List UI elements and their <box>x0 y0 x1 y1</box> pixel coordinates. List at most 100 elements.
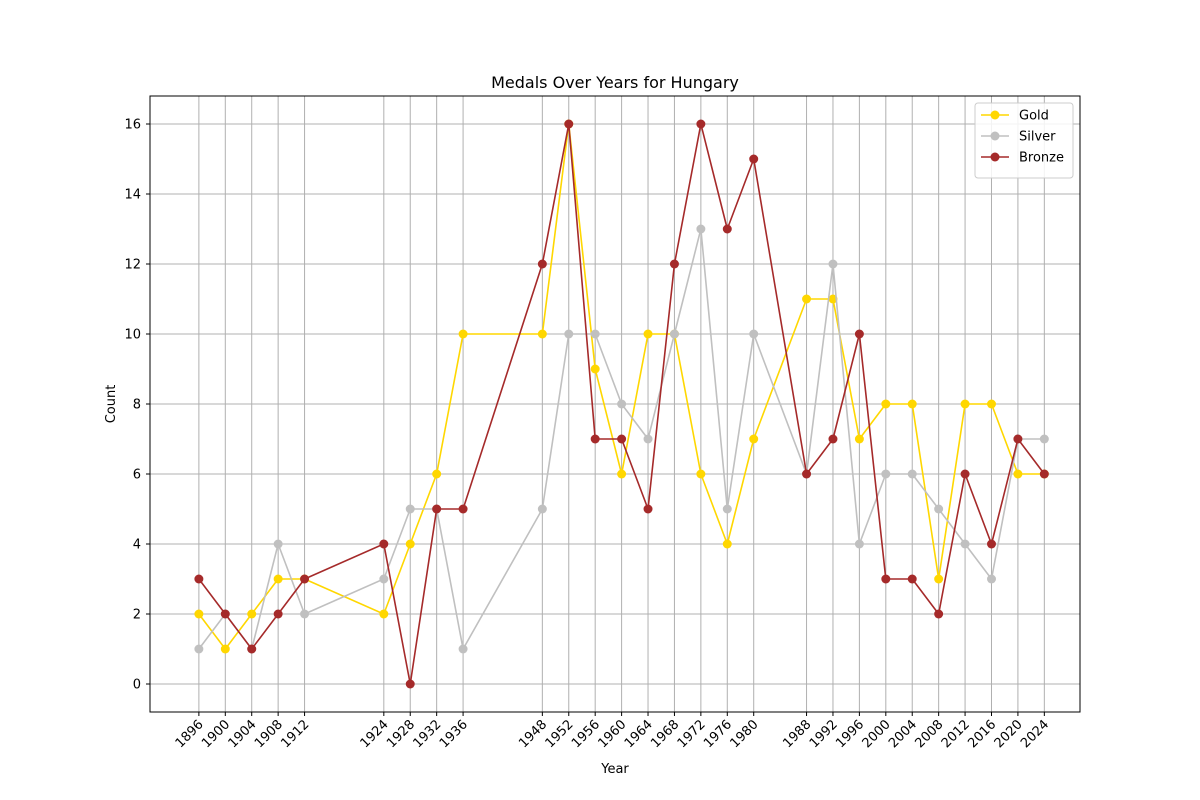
x-tick-label: 1956 <box>569 717 603 751</box>
gold-point <box>934 574 944 584</box>
bronze-series-line <box>198 123 1045 685</box>
x-tick-label: 1936 <box>437 717 471 751</box>
silver-point <box>854 539 864 549</box>
gold-point <box>273 574 283 584</box>
silver-point <box>564 329 574 339</box>
gold-point <box>247 609 257 619</box>
x-tick-label: 1948 <box>516 717 550 751</box>
silver-point <box>828 259 838 269</box>
x-tick-label: 1976 <box>701 717 735 751</box>
y-tick-label: 12 <box>124 258 141 273</box>
silver-point <box>194 644 204 654</box>
x-tick-label: 2004 <box>886 717 920 751</box>
gold-point <box>907 399 917 409</box>
bronze-point <box>537 259 547 269</box>
gold-point <box>722 539 732 549</box>
series-layer <box>194 119 1049 689</box>
gold-point <box>881 399 891 409</box>
bronze-point <box>722 224 732 234</box>
bronze-point <box>643 504 653 514</box>
y-tick-label: 14 <box>124 188 141 203</box>
bronze-point <box>617 434 627 444</box>
x-tick-label: 1912 <box>278 717 312 751</box>
bronze-point <box>458 504 468 514</box>
silver-point <box>458 644 468 654</box>
y-tick-label: 6 <box>133 468 141 483</box>
gold-point <box>405 539 415 549</box>
x-tick-label: 2012 <box>939 717 973 751</box>
gold-point <box>458 329 468 339</box>
silver-point <box>273 539 283 549</box>
grid <box>150 96 1080 712</box>
gold-point <box>749 434 759 444</box>
y-tick-label: 16 <box>124 118 141 133</box>
silver-point <box>1039 434 1049 444</box>
silver-point <box>643 434 653 444</box>
gold-legend-marker <box>990 110 1000 120</box>
bronze-legend-label: Bronze <box>1019 151 1064 166</box>
bronze-point <box>986 539 996 549</box>
x-tick-label: 1924 <box>358 717 392 751</box>
x-axis-label: Year <box>600 762 629 777</box>
bronze-point <box>960 469 970 479</box>
silver-point <box>379 574 389 584</box>
x-tick-label: 2024 <box>1018 717 1052 751</box>
x-tick-label: 1908 <box>252 717 286 751</box>
silver-point <box>669 329 679 339</box>
x-tick-label: 1904 <box>226 717 260 751</box>
x-tick-label: 1932 <box>410 717 444 751</box>
gold-legend-label: Gold <box>1019 109 1049 124</box>
gold-point <box>986 399 996 409</box>
bronze-point <box>590 434 600 444</box>
y-tick-label: 4 <box>133 538 141 553</box>
chart-title: Medals Over Years for Hungary <box>491 73 739 92</box>
gold-point <box>537 329 547 339</box>
bronze-point <box>828 434 838 444</box>
bronze-point <box>432 504 442 514</box>
bronze-point <box>907 574 917 584</box>
silver-point <box>405 504 415 514</box>
legend: Gold Silver Bronze <box>974 102 1074 179</box>
gold-point <box>696 469 706 479</box>
x-tick-label: 2016 <box>965 717 999 751</box>
y-tick-label: 2 <box>133 608 141 623</box>
x-tick-label: 2000 <box>860 717 894 751</box>
x-tick-label: 2008 <box>912 717 946 751</box>
bronze-point <box>220 609 230 619</box>
x-tick-label: 1952 <box>543 717 577 751</box>
x-tick-label: 1896 <box>173 717 207 751</box>
silver-point <box>881 469 891 479</box>
silver-point <box>590 329 600 339</box>
silver-point <box>934 504 944 514</box>
x-tick-label: 1900 <box>199 717 233 751</box>
y-tick-label: 8 <box>133 398 141 413</box>
bronze-point <box>273 609 283 619</box>
gold-point <box>590 364 600 374</box>
gold-point <box>854 434 864 444</box>
bronze-point <box>247 644 257 654</box>
gold-point <box>194 609 204 619</box>
gold-point <box>960 399 970 409</box>
x-tick-label: 1972 <box>675 717 709 751</box>
gold-point <box>802 294 812 304</box>
bronze-legend-marker <box>990 152 1000 162</box>
bronze-point <box>934 609 944 619</box>
silver-point <box>696 224 706 234</box>
y-axis-label: Count <box>104 385 119 424</box>
gold-point <box>1013 469 1023 479</box>
gold-point <box>617 469 627 479</box>
gold-point <box>220 644 230 654</box>
bronze-point <box>802 469 812 479</box>
y-tick-label: 10 <box>124 328 141 343</box>
bronze-point <box>854 329 864 339</box>
x-tick-label: 1980 <box>728 717 762 751</box>
bronze-point <box>405 679 415 689</box>
silver-point <box>960 539 970 549</box>
bronze-point <box>194 574 204 584</box>
legend-box <box>974 102 1074 179</box>
y-tick-label: 0 <box>133 678 141 693</box>
silver-point <box>986 574 996 584</box>
silver-legend-marker <box>990 131 1000 141</box>
x-tick-label: 1988 <box>780 717 814 751</box>
